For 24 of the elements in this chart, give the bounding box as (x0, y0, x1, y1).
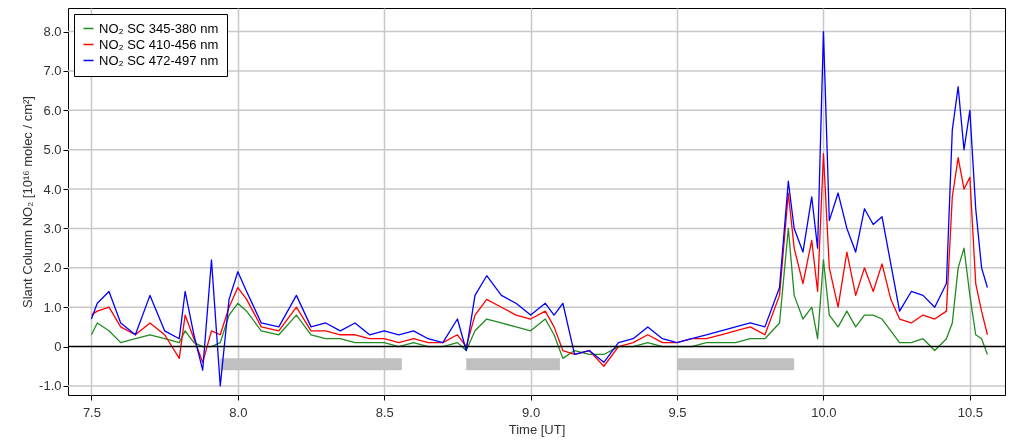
x-tick-label: 10.0 (811, 404, 837, 420)
y-tick-label: 4.0 (43, 181, 62, 197)
y-tick-label: 2.0 (43, 260, 62, 276)
y-tick-label: -1.0 (39, 378, 62, 394)
y-tick-label: 3.0 (43, 220, 62, 236)
line-series (90, 153, 989, 367)
y-axis-title: Slant Column NO₂ [10¹⁶ molec / cm²] (20, 96, 36, 308)
y-tick-label: 0 (54, 339, 62, 355)
y-tick-label: 7.0 (43, 63, 62, 79)
legend-label: NO₂ SC 345-380 nm (99, 20, 219, 36)
y-tick-label: 8.0 (43, 24, 62, 40)
y-tick-label: 6.0 (43, 102, 62, 118)
x-tick-label: 8.5 (375, 404, 394, 420)
x-tick-label: 10.5 (957, 404, 984, 420)
legend-label: NO₂ SC 472-497 nm (99, 52, 219, 68)
x-tick-label: 8.0 (229, 404, 248, 420)
y-tick-label: 5.0 (43, 142, 62, 158)
legend-label: NO₂ SC 410-456 nm (99, 36, 219, 52)
x-tick-label: 7.5 (82, 404, 101, 420)
x-axis-title: Time [UT] (508, 421, 566, 437)
x-tick-label: 9.5 (668, 404, 687, 420)
line-series (90, 227, 989, 360)
x-tick-label: 9.0 (522, 404, 541, 420)
y-tick-label: 1.0 (43, 299, 62, 315)
